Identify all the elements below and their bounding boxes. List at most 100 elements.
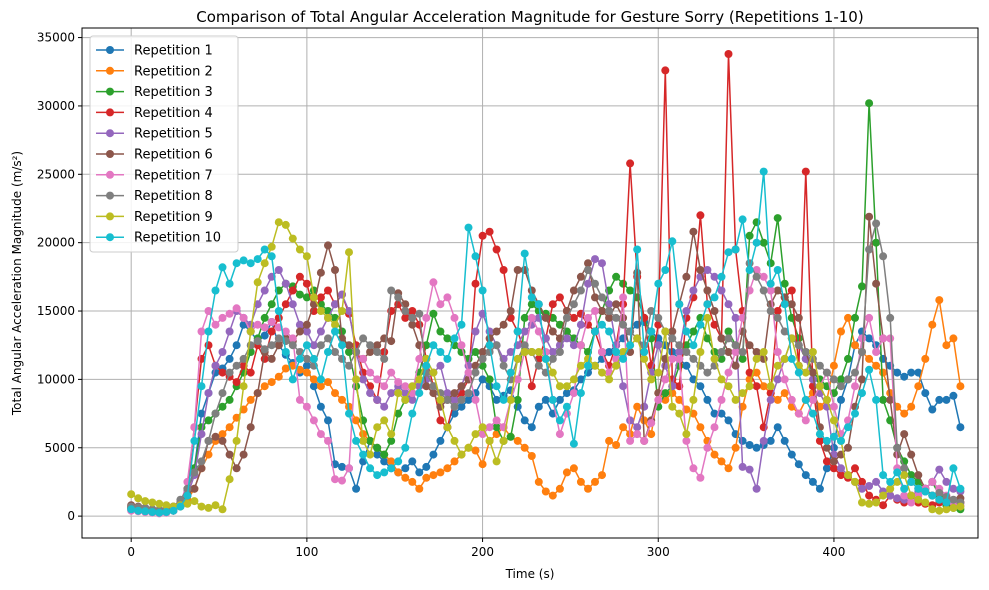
- series-10: [127, 167, 965, 517]
- data-point: [562, 334, 571, 343]
- data-point: [415, 320, 424, 329]
- data-point: [752, 484, 761, 493]
- data-point: [591, 361, 599, 370]
- data-point: [274, 266, 283, 274]
- data-point: [935, 506, 944, 515]
- data-point: [886, 395, 895, 404]
- data-point: [773, 307, 782, 315]
- data-point: [183, 484, 192, 493]
- data-point: [928, 320, 937, 329]
- data-point: [408, 477, 417, 486]
- data-point: [837, 382, 845, 391]
- data-point: [415, 375, 424, 384]
- data-point: [499, 395, 508, 404]
- data-point: [394, 409, 403, 418]
- data-point: [450, 313, 459, 322]
- data-point: [844, 375, 852, 384]
- data-point: [794, 460, 803, 469]
- data-point: [640, 416, 649, 425]
- data-point: [626, 436, 635, 445]
- data-point: [879, 501, 888, 510]
- data-point: [886, 313, 895, 322]
- data-point: [352, 375, 361, 384]
- data-point: [401, 443, 410, 452]
- data-point: [492, 395, 501, 404]
- data-point: [949, 391, 958, 400]
- data-point: [668, 389, 677, 398]
- data-point: [619, 423, 628, 432]
- y-axis-label: Total Angular Acceleration Magnitude (m/…: [10, 151, 24, 416]
- data-point: [619, 279, 628, 288]
- legend-swatch-marker: [106, 212, 114, 221]
- data-point: [520, 443, 529, 452]
- data-point: [626, 286, 635, 295]
- data-point: [288, 334, 297, 343]
- data-point: [612, 361, 621, 370]
- data-point: [872, 279, 881, 288]
- data-point: [527, 348, 536, 356]
- data-point: [345, 307, 353, 315]
- data-point: [605, 436, 614, 445]
- data-point: [555, 430, 564, 439]
- data-point: [471, 430, 480, 439]
- data-point: [485, 423, 494, 432]
- data-point: [745, 341, 754, 350]
- data-point: [837, 395, 845, 404]
- data-point: [569, 313, 578, 322]
- data-point: [338, 307, 346, 315]
- data-point: [949, 495, 958, 504]
- data-point: [359, 375, 368, 384]
- data-point: [844, 443, 852, 452]
- data-point: [879, 252, 888, 261]
- data-point: [450, 436, 459, 445]
- data-point: [401, 473, 410, 482]
- data-point: [429, 382, 438, 391]
- data-point: [815, 382, 824, 391]
- data-point: [865, 491, 874, 500]
- data-point: [541, 487, 550, 496]
- data-point: [520, 416, 529, 425]
- legend-label: Repetition 5: [134, 127, 213, 142]
- data-point: [401, 464, 410, 473]
- data-point: [309, 341, 318, 350]
- data-point: [555, 293, 564, 302]
- data-point: [267, 378, 276, 387]
- data-point: [724, 368, 733, 377]
- data-point: [316, 430, 325, 439]
- data-point: [851, 341, 859, 350]
- legend-swatch-marker: [106, 191, 114, 200]
- legend-label: Repetition 6: [134, 148, 213, 163]
- data-point: [696, 211, 705, 220]
- data-point: [689, 341, 698, 350]
- data-point: [415, 484, 424, 493]
- data-point: [886, 484, 895, 493]
- legend-box: [89, 35, 239, 253]
- data-point: [457, 395, 466, 404]
- data-point: [682, 348, 691, 356]
- data-point: [731, 395, 740, 404]
- data-point: [801, 471, 810, 480]
- data-point: [654, 368, 663, 377]
- data-point: [127, 490, 136, 499]
- data-point: [815, 361, 824, 370]
- y-tick-label: 35000: [37, 31, 75, 45]
- data-point: [584, 484, 592, 493]
- data-point: [225, 327, 234, 336]
- data-point: [605, 307, 614, 315]
- data-point: [218, 389, 227, 398]
- data-point: [183, 491, 192, 500]
- data-point: [766, 279, 775, 288]
- legend-swatch-marker: [106, 150, 114, 158]
- x-tick-label: 200: [471, 545, 494, 559]
- data-point: [865, 245, 874, 254]
- data-point: [562, 382, 571, 391]
- data-point: [717, 375, 726, 384]
- data-point: [204, 450, 213, 459]
- data-point: [576, 389, 585, 398]
- data-point: [450, 395, 459, 404]
- data-point: [436, 327, 445, 336]
- data-point: [766, 382, 775, 391]
- data-point: [668, 327, 677, 336]
- data-point: [211, 286, 220, 295]
- data-point: [204, 416, 213, 425]
